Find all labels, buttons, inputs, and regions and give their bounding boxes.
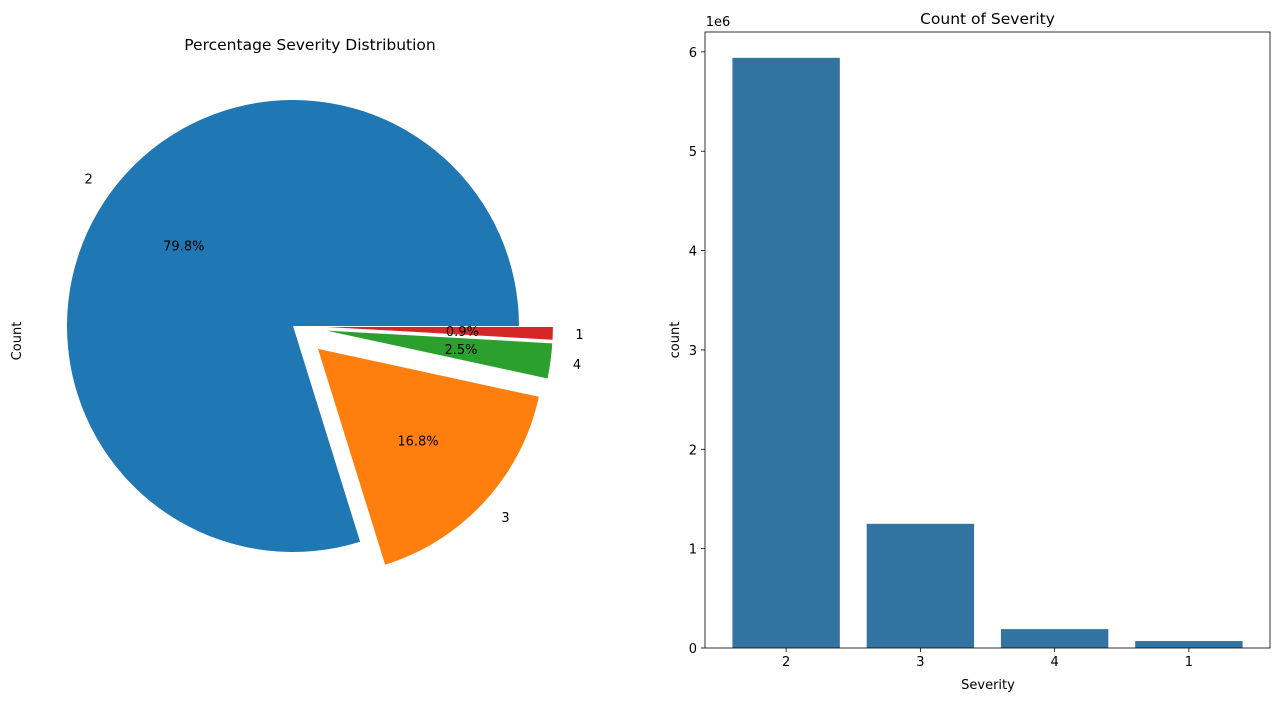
pie-pct-label-3: 16.8% bbox=[397, 434, 438, 449]
bar-ylabel: count bbox=[668, 322, 683, 359]
x-tick-label-2: 2 bbox=[782, 655, 790, 670]
y-tick-label-3: 3 bbox=[689, 344, 697, 359]
bar-title: Count of Severity bbox=[920, 10, 1055, 28]
bar-3 bbox=[866, 523, 975, 648]
y-tick-label-0: 0 bbox=[689, 642, 697, 657]
bar-1 bbox=[1135, 641, 1243, 648]
x-tick-label-4: 4 bbox=[1050, 655, 1058, 670]
bar-offset-label: 1e6 bbox=[706, 15, 731, 30]
pie-category-label-2: 2 bbox=[85, 173, 93, 188]
y-tick-label-5: 5 bbox=[689, 145, 697, 160]
bar-axes-frame bbox=[704, 31, 1271, 649]
y-tick-label-1: 1 bbox=[689, 543, 697, 558]
x-tick-label-1: 1 bbox=[1185, 655, 1193, 670]
bar-4 bbox=[1000, 629, 1109, 648]
pie-pct-label-4: 2.5% bbox=[444, 343, 477, 358]
pie-ylabel: Count bbox=[10, 322, 25, 361]
y-tick-label-2: 2 bbox=[689, 443, 697, 458]
bar-chart: Count of Severity 0 1 2 3 4 5 6 2 3 4 1 1e6 Sever… bbox=[668, 10, 1271, 693]
bar-xlabel: Severity bbox=[961, 678, 1015, 693]
pie-pct-label-2: 79.8% bbox=[163, 240, 204, 255]
bar-2 bbox=[732, 57, 840, 648]
pie-category-label-4: 4 bbox=[573, 358, 581, 373]
pie-slice-4 bbox=[326, 330, 553, 379]
pie-category-label-3: 3 bbox=[501, 511, 509, 526]
pie-chart: Percentage Severity Distribution Count 7… bbox=[10, 36, 584, 565]
pie-slice-1 bbox=[326, 326, 553, 340]
pie-category-label-1: 1 bbox=[575, 328, 583, 343]
pie-slice-2 bbox=[67, 100, 520, 552]
y-tick-label-4: 4 bbox=[689, 245, 697, 260]
x-tick-label-3: 3 bbox=[916, 655, 924, 670]
y-tick-label-6: 6 bbox=[689, 46, 697, 61]
pie-title: Percentage Severity Distribution bbox=[184, 36, 436, 54]
pie-slice-3 bbox=[318, 348, 539, 565]
pie-pct-label-1: 0.9% bbox=[446, 325, 479, 340]
